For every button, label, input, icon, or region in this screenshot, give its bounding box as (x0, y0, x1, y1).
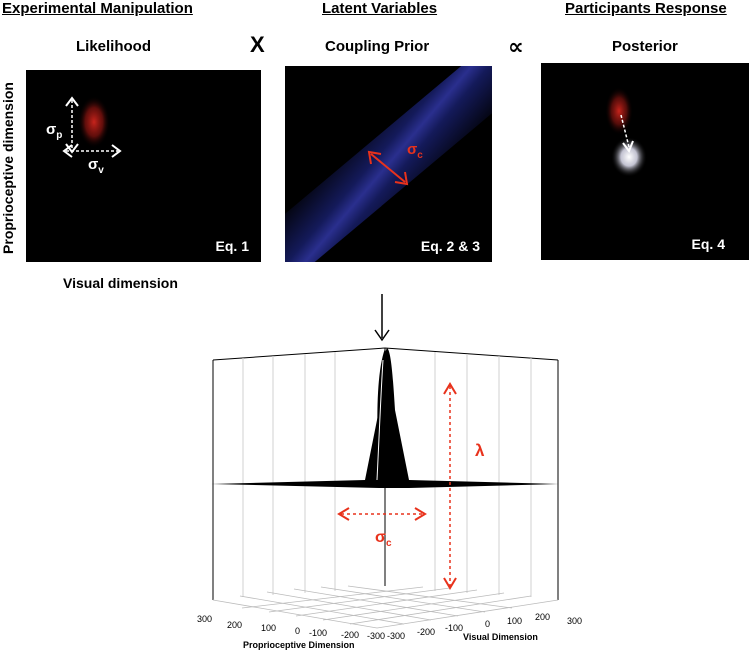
header-latent-variables: Latent Variables (322, 0, 438, 17)
visual-tick: -300 (387, 631, 405, 641)
likelihood-panel: σp σv Eq. 1 (26, 70, 261, 262)
proprio-tick: -200 (341, 630, 359, 640)
header-participants-response: Participants Response (565, 0, 727, 17)
visual-ticks: -300 -200 -100 0 100 200 300 (387, 612, 582, 641)
posterior-plot (605, 87, 647, 177)
posterior-title: Posterior (612, 38, 678, 55)
prior-surface (211, 348, 559, 488)
proprio-tick: 200 (227, 620, 242, 630)
proprio-tick: 100 (261, 623, 276, 633)
likelihood-equation: Eq. 1 (215, 238, 249, 254)
visual-tick: 0 (485, 619, 490, 629)
proprio-tick: 300 (197, 614, 212, 624)
likelihood-plot: σp σv (46, 96, 122, 176)
proprio-tick: -300 (367, 631, 385, 641)
proportional-operator: ∝ (508, 34, 524, 59)
visual-tick: 100 (507, 616, 522, 626)
proprio-tick: -100 (309, 628, 327, 638)
sigma-c-label: σc (407, 141, 423, 161)
posterior-red-blob (605, 87, 633, 135)
floor-grid (212, 585, 559, 629)
posterior-white-blob (611, 137, 647, 177)
posterior-shift-arrow (620, 114, 630, 148)
sigma-c-width-label: σc (375, 529, 392, 549)
sigma-p-label: σp (46, 121, 62, 141)
header-experimental-manipulation: Experimental Manipulation (2, 0, 193, 17)
sigma-c-arrow (370, 153, 406, 183)
visual-tick: -200 (417, 627, 435, 637)
proprioceptive-dimension-label: Proprioceptive dimension (0, 82, 16, 254)
times-operator: X (250, 32, 265, 57)
visual-axis-label: Visual Dimension (463, 632, 538, 642)
prior-band (285, 66, 492, 262)
lambda-label: λ (475, 441, 485, 460)
likelihood-blob (78, 96, 110, 148)
proprio-tick: 0 (295, 626, 300, 636)
prior-3d-plot: λ σc 300 200 100 0 -100 -200 -300 -300 -… (197, 294, 582, 650)
visual-tick: -100 (445, 623, 463, 633)
visual-dimension-label: Visual dimension (63, 275, 178, 291)
visual-tick: 200 (535, 612, 550, 622)
proprioceptive-axis-label: Proprioceptive Dimension (243, 640, 355, 650)
coupling-equation: Eq. 2 & 3 (420, 238, 480, 254)
posterior-equation: Eq. 4 (691, 236, 725, 252)
coupling-prior-panel: σc Eq. 2 & 3 (285, 66, 492, 262)
posterior-panel: Eq. 4 (541, 63, 749, 260)
grid-lines (242, 352, 532, 597)
sigma-v-label: σv (88, 156, 104, 176)
visual-tick: 300 (567, 616, 582, 626)
likelihood-title: Likelihood (76, 38, 151, 55)
proprioceptive-ticks: 300 200 100 0 -100 -200 -300 (197, 614, 385, 641)
coupling-prior-title: Coupling Prior (325, 38, 430, 55)
coupling-prior-plot: σc (285, 66, 492, 262)
